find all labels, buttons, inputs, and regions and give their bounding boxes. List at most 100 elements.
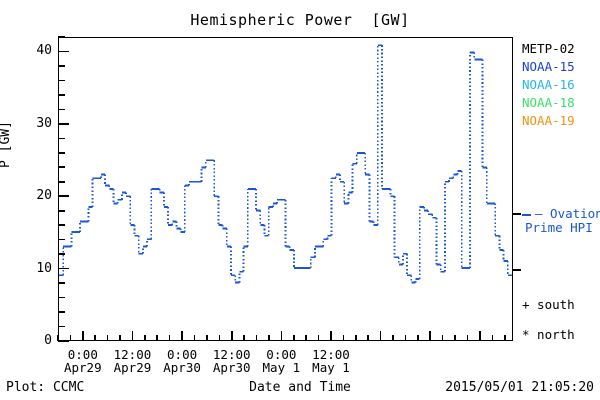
x-tick (168, 335, 171, 341)
x-tick (292, 335, 295, 341)
x-tick-label: 12:00 May 1 (291, 348, 371, 374)
data-layer (59, 38, 512, 340)
x-tick-time: 12:00 (113, 347, 152, 362)
y-tick (58, 36, 65, 38)
x-tick (392, 335, 394, 341)
y-tick (58, 267, 69, 270)
x-tick (479, 331, 481, 341)
y-tick (58, 180, 65, 183)
x-tick (156, 335, 159, 341)
south-marker-legend: + south (522, 297, 575, 312)
x-tick (429, 331, 432, 341)
x-tick (367, 335, 370, 341)
x-tick (417, 335, 419, 341)
x-tick (243, 335, 245, 341)
x-tick (342, 335, 345, 341)
x-tick-time: 12:00 (212, 347, 251, 362)
x-tick (268, 335, 270, 341)
y-tick (58, 340, 69, 342)
x-tick-date: May 1 (262, 360, 301, 375)
x-tick-date: Apr29 (113, 360, 152, 375)
x-tick (379, 331, 382, 341)
y-tick (58, 137, 65, 140)
ovation-label-line2: Prime HPI (525, 220, 593, 235)
x-tick (69, 335, 72, 341)
y-tick (58, 311, 65, 313)
x-tick (355, 335, 357, 341)
x-tick (206, 335, 208, 341)
x-tick-date: Apr30 (212, 360, 251, 375)
legend-item-noaa-19: NOAA-19 (522, 113, 575, 128)
plot-area (58, 37, 513, 341)
y-tick (58, 79, 65, 82)
ovation-label-line1: — Ovation (535, 206, 600, 221)
x-tick (491, 335, 494, 341)
plot-credit: Plot: CCMC (6, 380, 85, 395)
legend-item-noaa-16: NOAA-16 (522, 77, 575, 92)
y-tick (58, 94, 65, 96)
x-tick (218, 335, 221, 341)
y-tick (58, 282, 65, 284)
x-tick (317, 335, 320, 341)
x-tick (181, 331, 183, 341)
x-tick (441, 335, 444, 341)
x-tick-time: 0:00 (266, 347, 297, 362)
x-tick-label: 0:00 Apr29 (43, 348, 123, 374)
y-tick-label: 30 (36, 115, 52, 131)
y-tick (58, 50, 69, 53)
x-tick-time: 12:00 (312, 347, 350, 362)
x-tick (193, 335, 196, 341)
y-tick-label: 0 (44, 333, 52, 348)
x-tick (503, 335, 506, 341)
ovation-line-sample (522, 214, 531, 216)
x-tick-date: Apr30 (163, 360, 201, 375)
x-tick (255, 335, 258, 341)
y-tick (58, 195, 69, 198)
x-tick (230, 331, 233, 341)
timestamp: 2015/05/01 21:05:20 (445, 380, 594, 395)
y-tick-label: 20 (36, 188, 52, 204)
x-tick-label: 0:00 May 1 (241, 348, 321, 374)
y-tick (58, 253, 65, 255)
x-tick (330, 331, 332, 341)
y-tick (58, 238, 65, 241)
x-tick (131, 331, 134, 341)
ovation-axis-tick (513, 213, 521, 215)
y-tick (58, 224, 65, 226)
x-tick (94, 335, 97, 341)
x-tick (305, 335, 307, 341)
x-tick (82, 331, 84, 341)
y-tick-label: 10 (36, 260, 52, 276)
y-tick (58, 108, 65, 111)
legend: METP-02 NOAA-15 NOAA-16 NOAA-18 NOAA-19 (522, 40, 575, 130)
y-tick (58, 296, 65, 299)
x-axis-title: Date and Time (249, 380, 351, 395)
x-tick (144, 335, 146, 341)
chart-title: Hemispheric Power [GW] (190, 11, 410, 29)
secondary-axis-tick (513, 269, 521, 271)
x-tick (57, 335, 59, 341)
x-tick (454, 335, 456, 341)
y-tick (58, 166, 65, 169)
x-tick (280, 331, 283, 341)
legend-item-noaa-15: NOAA-15 (522, 59, 575, 74)
legend-item-metp-02: METP-02 (522, 41, 575, 56)
north-marker-legend: * north (522, 327, 575, 342)
y-tick (58, 209, 65, 212)
x-tick-time: 0:00 (167, 347, 198, 362)
x-tick (466, 335, 469, 341)
y-axis-title: P [GW] (0, 121, 13, 168)
x-tick-date: Apr29 (63, 360, 102, 375)
x-tick-label: 12:00 Apr29 (92, 348, 172, 374)
x-tick (119, 335, 121, 341)
y-tick (58, 123, 69, 125)
y-tick (58, 152, 65, 154)
x-tick-time: 0:00 (67, 347, 98, 362)
legend-item-noaa-18: NOAA-18 (522, 95, 575, 110)
x-tick-label: 0:00 Apr30 (142, 348, 222, 374)
x-tick-date: May 1 (312, 360, 350, 375)
y-tick (58, 65, 65, 67)
x-tick-label: 12:00 Apr30 (192, 348, 272, 374)
y-tick-label: 40 (36, 43, 52, 59)
